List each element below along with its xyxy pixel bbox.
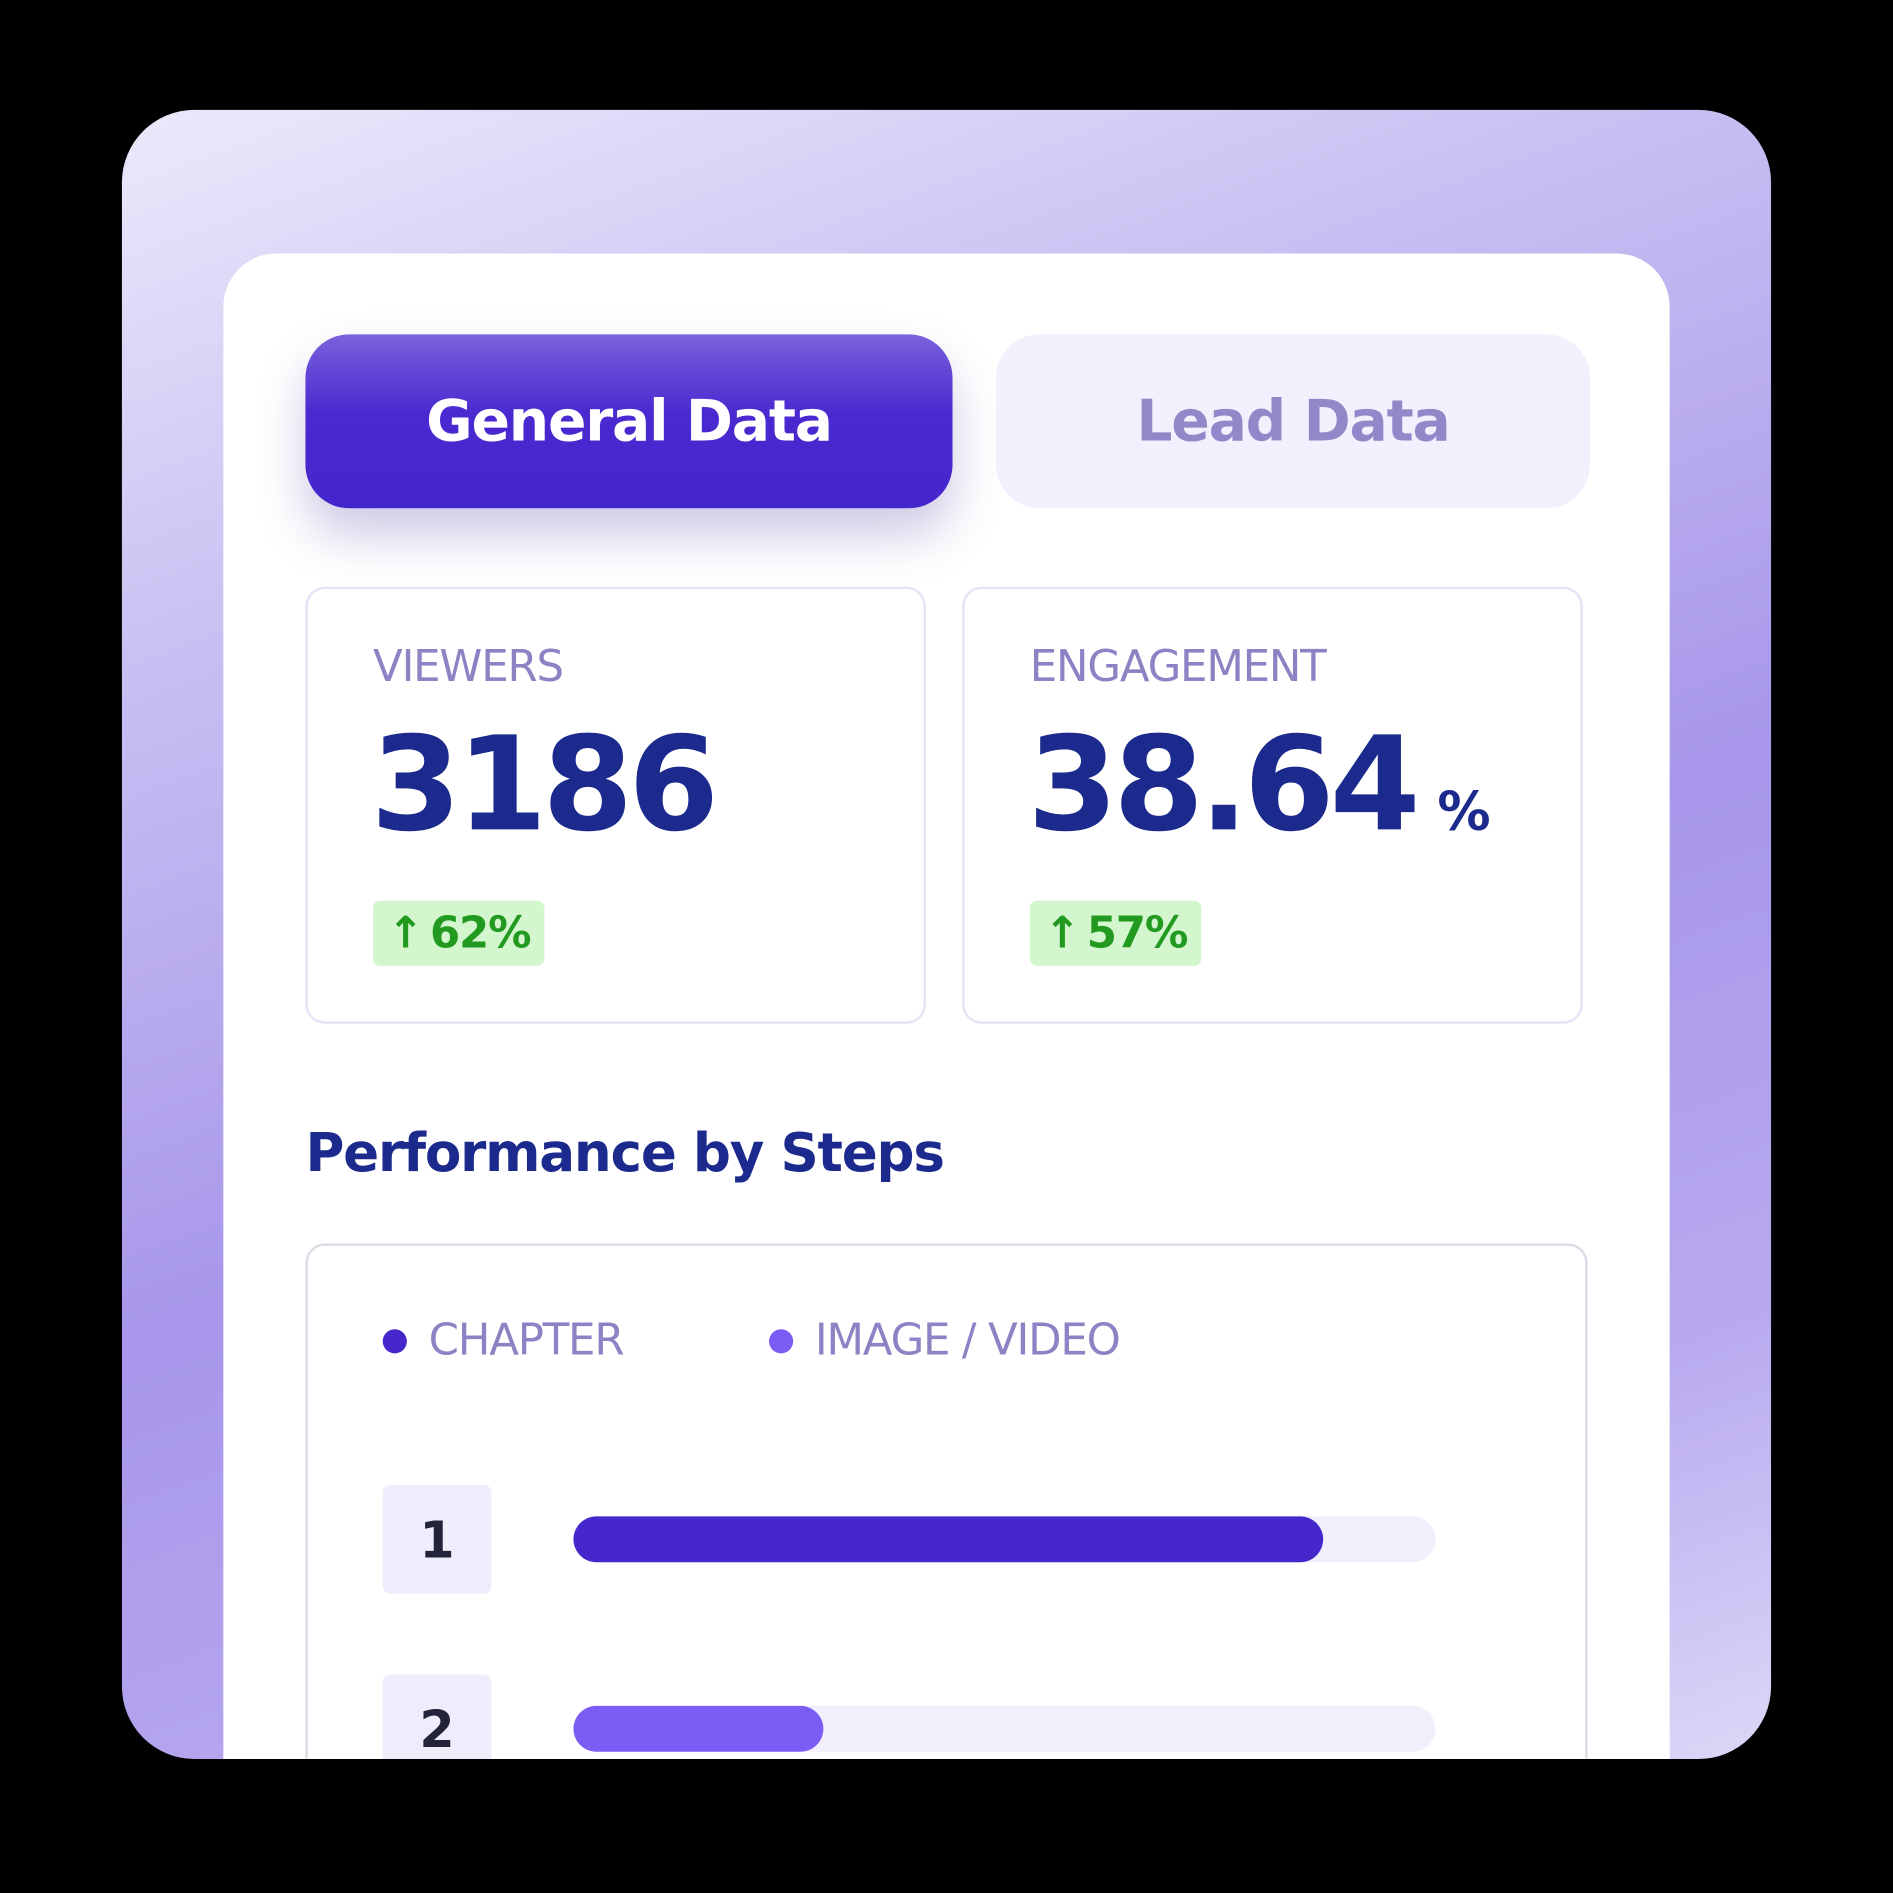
engagement-stat-card: ENGAGEMENT 38.64% ↑ 57% [962, 586, 1583, 1024]
step-label: 2 [382, 1674, 492, 1759]
chart-row: 2 [382, 1674, 1445, 1759]
dashboard-card: General Data Lead Data VIEWERS 3186 ↑ 62… [223, 253, 1670, 1759]
legend-item-image-video: IMAGE / VIDEO [769, 1315, 1121, 1366]
stat-unit: % [1437, 781, 1491, 843]
legend-label: CHAPTER [428, 1315, 625, 1366]
change-badge: ↑ 62% [373, 900, 545, 966]
arrow-up-icon: ↑ [387, 908, 424, 958]
legend-dot [382, 1328, 407, 1353]
viewers-stat-card: VIEWERS 3186 ↑ 62% [305, 586, 926, 1024]
background-frame: General Data Lead Data VIEWERS 3186 ↑ 62… [121, 109, 1772, 1759]
bar [573, 1516, 1324, 1563]
change-value: 57% [1086, 908, 1189, 958]
stat-label: VIEWERS [373, 642, 564, 692]
chart-row: 1 [382, 1484, 1445, 1594]
tab-lead-data[interactable]: Lead Data [995, 334, 1590, 509]
bar-track [573, 1516, 1436, 1563]
legend-label: IMAGE / VIDEO [814, 1315, 1121, 1366]
section-title: Performance by Steps [305, 1122, 945, 1185]
change-value: 62% [429, 908, 532, 958]
stat-label: ENGAGEMENT [1029, 642, 1327, 692]
bar [573, 1705, 824, 1752]
arrow-up-icon: ↑ [1044, 908, 1080, 958]
step-label: 1 [382, 1484, 492, 1594]
bar-track [573, 1705, 1436, 1752]
legend-item-chapter: CHAPTER [382, 1315, 625, 1366]
change-badge: ↑ 57% [1029, 900, 1202, 966]
tab-general-data[interactable]: General Data [305, 334, 953, 509]
stat-value: 38.64% [1027, 709, 1491, 861]
stat-value: 3186 [370, 709, 719, 861]
performance-chart: CHAPTER IMAGE / VIDEO 1 2 [305, 1243, 1588, 1759]
legend-dot [769, 1328, 794, 1353]
